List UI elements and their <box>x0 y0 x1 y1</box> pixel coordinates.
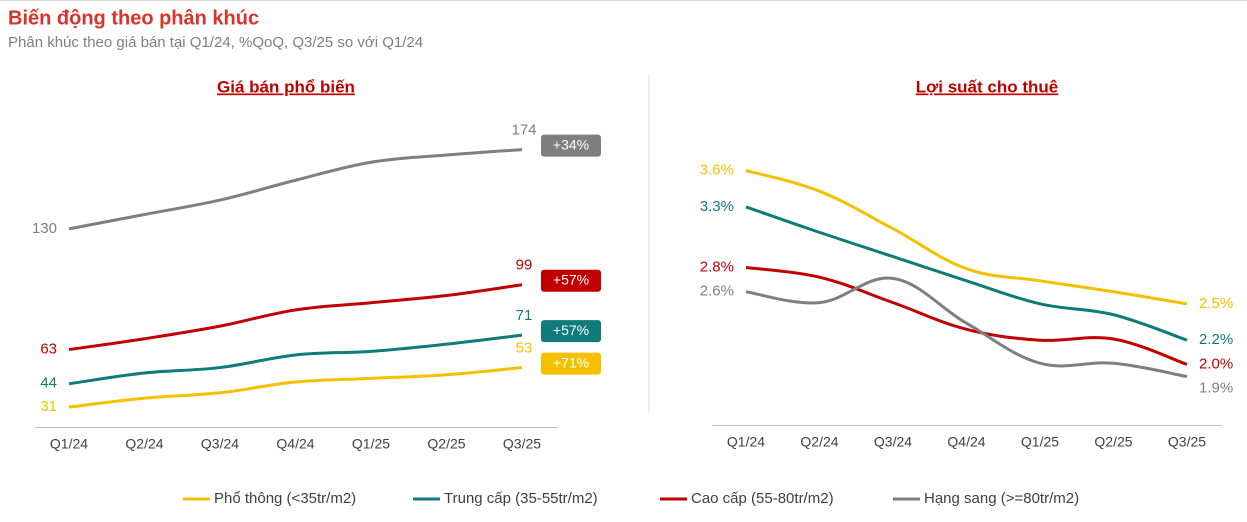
value-label: 71 <box>516 307 533 324</box>
x-tick-label: Q2/24 <box>125 436 163 452</box>
value-label: 3.3% <box>700 198 734 215</box>
x-tick-label: Q1/24 <box>50 436 88 452</box>
change-badge <box>541 352 601 375</box>
page-title: Biến động theo phân khúc <box>8 7 259 29</box>
x-tick-label: Q1/25 <box>1021 434 1059 450</box>
change-badge <box>541 320 601 343</box>
x-tick-label: Q1/24 <box>727 434 765 450</box>
line <box>68 366 523 409</box>
value-label: 63 <box>40 341 57 358</box>
x-tick-label: Q2/24 <box>800 434 838 450</box>
x-tick-label: Q4/24 <box>276 436 314 452</box>
line <box>745 205 1188 342</box>
change-label: +57% <box>553 322 589 338</box>
change-badge <box>541 269 601 292</box>
x-tick-label: Q1/25 <box>352 436 390 452</box>
legend-label: Hạng sang (>=80tr/m2) <box>924 490 1079 507</box>
legend-label: Cao cấp (55-80tr/m2) <box>691 490 834 507</box>
legend-label: Phổ thông (<35tr/m2) <box>214 490 356 507</box>
x-tick-label: Q3/24 <box>201 436 239 452</box>
value-label: 2.8% <box>700 258 734 275</box>
value-label: 2.6% <box>700 283 734 300</box>
value-label: 2.0% <box>1199 355 1233 372</box>
value-label: 174 <box>511 122 536 139</box>
x-tick-label: Q2/25 <box>1094 434 1132 450</box>
value-label: 1.9% <box>1199 380 1233 397</box>
value-label: 31 <box>40 398 57 415</box>
value-label: 130 <box>32 220 57 237</box>
value-label: 2.2% <box>1199 331 1233 348</box>
line <box>745 266 1188 366</box>
value-label: 2.5% <box>1199 295 1233 312</box>
legend-label: Trung cấp (35-55tr/m2) <box>444 490 598 507</box>
page-subtitle: Phân khúc theo giá bán tại Q1/24, %QoQ, … <box>8 34 423 51</box>
line <box>745 276 1188 379</box>
x-tick-label: Q3/24 <box>874 434 912 450</box>
line <box>68 148 523 231</box>
chart-title: Giá bán phổ biến <box>217 77 355 96</box>
x-tick-label: Q3/25 <box>1168 434 1206 450</box>
value-label: 44 <box>40 375 57 392</box>
value-label: 53 <box>516 340 533 357</box>
x-tick-label: Q4/24 <box>947 434 985 450</box>
value-label: 99 <box>516 257 533 274</box>
line <box>68 333 523 386</box>
x-tick-label: Q3/25 <box>503 436 541 452</box>
line <box>68 283 523 352</box>
x-tick-label: Q2/25 <box>427 436 465 452</box>
chart-title: Lợi suất cho thuê <box>916 77 1058 96</box>
change-label: +34% <box>553 136 589 152</box>
change-label: +57% <box>553 271 589 287</box>
value-label: 3.6% <box>700 162 734 179</box>
change-badge <box>541 134 601 157</box>
change-label: +71% <box>553 354 589 370</box>
line <box>745 169 1188 306</box>
